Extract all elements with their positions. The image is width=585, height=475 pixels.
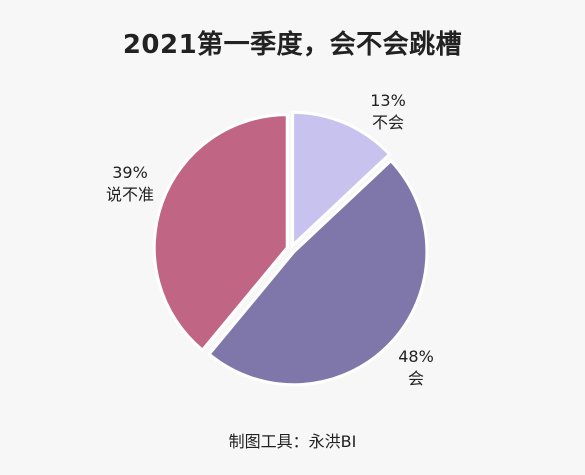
footer-credit: 制图工具：永洪BI [228, 432, 357, 451]
chart-title: 2021第一季度，会不会跳槽 [122, 30, 463, 60]
slice-percent-label: 48% [398, 347, 434, 366]
pie-slice-3 [152, 113, 289, 353]
slice-category-label: 说不准 [106, 185, 154, 204]
slice-category-label: 会 [408, 369, 424, 388]
pie-slice-1 [291, 110, 392, 249]
slice-percent-label: 13% [370, 91, 406, 110]
pie-slice-2 [207, 158, 429, 387]
slice-percent-label: 39% [112, 163, 148, 182]
slice-category-label: 不会 [372, 113, 404, 132]
